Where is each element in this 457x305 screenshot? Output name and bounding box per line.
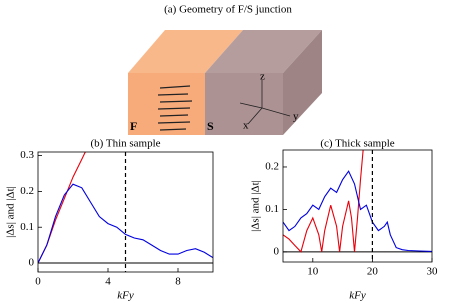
chart: (b) Thin sample kFy |Δs| and |Δt| 0 4 8 0 0.1 0.… <box>5 138 214 302</box>
data-line <box>283 150 364 253</box>
spin-arrows <box>157 85 193 131</box>
y-tick-label: 0.2 <box>265 161 279 173</box>
axis-x: x <box>243 120 249 132</box>
axis-y: y <box>293 111 299 123</box>
y-axis-label: |Δs| and |Δt| <box>250 180 262 232</box>
s-label: S <box>207 119 214 133</box>
s-side <box>283 30 322 135</box>
y-tick-label: 0 <box>29 257 35 269</box>
x-tick-label: 30 <box>427 266 439 278</box>
data-line <box>283 170 432 252</box>
y-tick-label: 0.1 <box>265 203 279 215</box>
y-tick-label: 0.2 <box>20 185 34 197</box>
plot-frame <box>282 149 433 263</box>
junction-diagram: z y x F S <box>128 30 322 135</box>
chart: (c) Thick sample kFy |Δs| and |Δt| 10 20 30 0 0… <box>250 138 438 302</box>
figure-title: (a) Geometry of F/S junction <box>164 4 292 16</box>
f-top <box>128 30 243 73</box>
y-tick-label: 0.1 <box>20 221 34 233</box>
data-line <box>38 183 213 264</box>
x-tick-label: 4 <box>105 276 111 288</box>
chart-title: (b) Thin sample <box>90 138 160 150</box>
chart-title: (c) Thick sample <box>320 138 394 150</box>
f-label: F <box>130 119 137 133</box>
x-tick-label: 8 <box>175 276 181 288</box>
y-axis-label: |Δs| and |Δt| <box>5 186 17 238</box>
x-tick-label: 20 <box>367 266 379 278</box>
f-front <box>128 73 205 135</box>
x-tick-label: 0 <box>35 276 41 288</box>
axis-z: z <box>260 71 265 83</box>
x-axis-label: kFy <box>349 290 366 302</box>
x-axis-label: kFy <box>117 290 134 302</box>
axes-icon <box>239 80 291 125</box>
y-tick-label: 0 <box>274 245 280 257</box>
x-tick-label: 10 <box>307 266 319 278</box>
y-tick-label: 0.3 <box>20 149 34 161</box>
plot-frame <box>37 151 214 273</box>
